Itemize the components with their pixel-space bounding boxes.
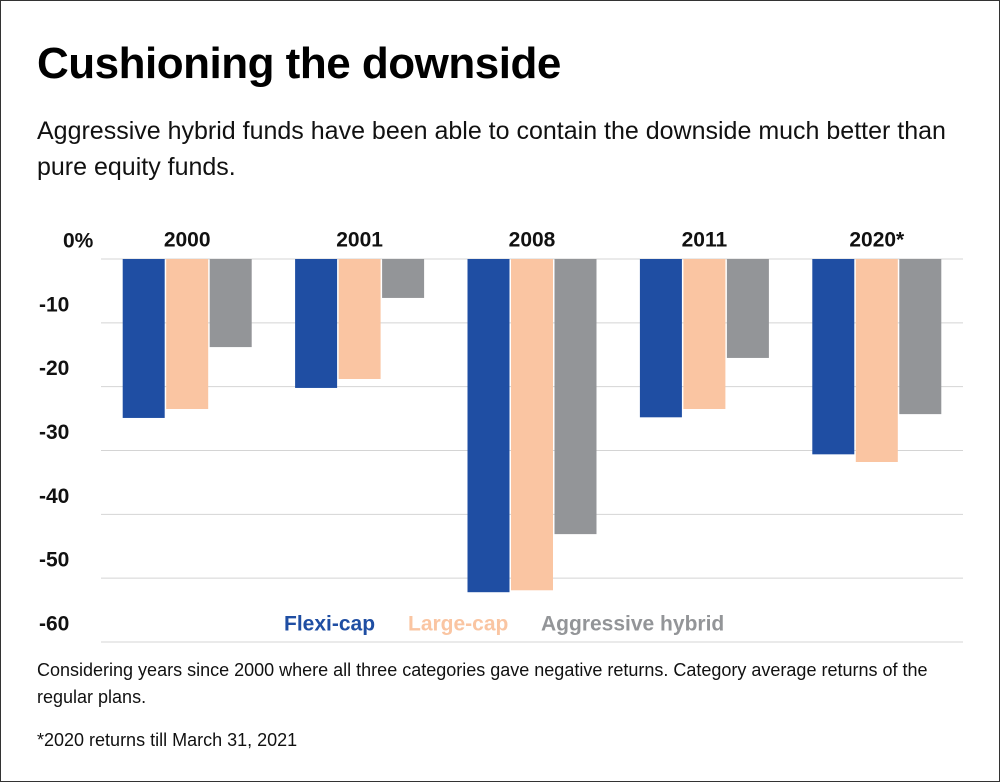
y-tick-label: -60 — [39, 613, 69, 636]
bar — [209, 259, 252, 348]
bar — [122, 259, 165, 418]
legend-entry: Aggressive hybrid — [541, 613, 724, 636]
chart-subtitle: Aggressive hybrid funds have been able t… — [37, 117, 946, 181]
bar — [812, 259, 855, 455]
footnote: Considering years since 2000 where all t… — [37, 660, 928, 707]
bar — [726, 259, 769, 358]
x-tick-label: 2001 — [336, 229, 383, 252]
legend-entry: Large-cap — [408, 613, 508, 636]
legend-entry: Flexi-cap — [284, 613, 375, 636]
y-tick-label: 0% — [63, 230, 94, 253]
bar — [166, 259, 209, 410]
chart: 0% -10 -20 -30 -40 -50 -60 2000 2001 2008 2011 2020… — [39, 229, 963, 643]
footnote: *2020 returns till March 31, 2021 — [37, 730, 298, 750]
x-tick-label: 2020* — [849, 229, 905, 252]
bar — [511, 259, 553, 591]
bar — [639, 259, 682, 418]
bar — [467, 259, 510, 593]
chart-title: Cushioning the downside — [37, 39, 561, 88]
x-tick-label: 2000 — [164, 229, 211, 252]
bar — [899, 259, 942, 415]
bar — [382, 259, 425, 298]
bar — [295, 259, 338, 388]
bar — [554, 259, 597, 535]
y-tick-label: -10 — [39, 293, 69, 316]
bar — [855, 259, 898, 462]
bar — [338, 259, 381, 380]
bar — [683, 259, 726, 410]
y-tick-label: -20 — [39, 357, 69, 380]
y-tick-label: -40 — [39, 485, 69, 508]
x-tick-label: 2008 — [509, 229, 556, 252]
y-tick-label: -30 — [39, 421, 69, 444]
y-tick-label: -50 — [39, 549, 69, 572]
x-tick-label: 2011 — [682, 229, 728, 252]
